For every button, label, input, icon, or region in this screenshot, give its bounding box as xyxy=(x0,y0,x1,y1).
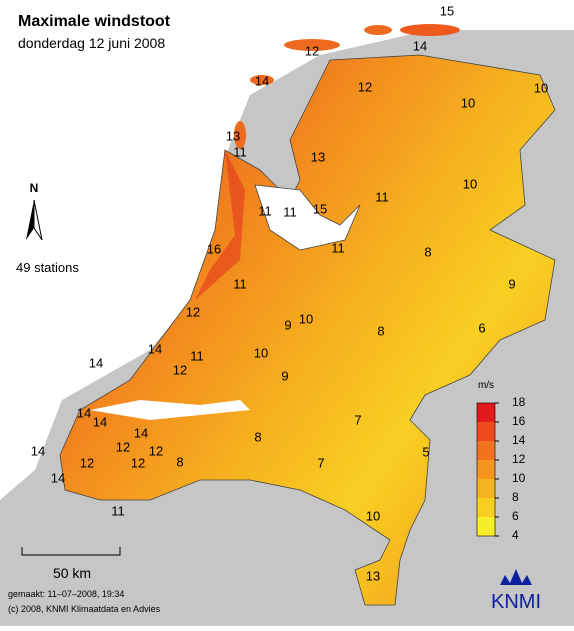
station-value: 11 xyxy=(283,204,297,219)
island xyxy=(364,25,392,35)
island xyxy=(234,121,246,149)
scale-label: 50 km xyxy=(53,565,91,581)
station-value: 12 xyxy=(186,304,200,319)
legend-tick-label: 10 xyxy=(512,471,526,485)
station-value: 8 xyxy=(377,323,384,338)
station-value: 11 xyxy=(258,203,272,218)
station-value: 11 xyxy=(190,348,204,363)
station-value: 10 xyxy=(366,508,380,523)
station-value: 12 xyxy=(131,455,145,470)
station-value: 12 xyxy=(358,79,372,94)
station-value: 9 xyxy=(284,317,291,332)
subtitle: donderdag 12 juni 2008 xyxy=(18,35,165,51)
station-value: 14 xyxy=(148,341,162,356)
station-value: 10 xyxy=(534,80,548,95)
legend-tick-label: 6 xyxy=(512,509,519,523)
legend-swatch xyxy=(477,403,495,422)
station-value: 14 xyxy=(77,405,91,420)
station-value: 5 xyxy=(422,444,429,459)
station-value: 10 xyxy=(299,311,313,326)
station-value: 11 xyxy=(375,189,389,204)
legend-swatch xyxy=(477,460,495,479)
station-value: 11 xyxy=(233,276,247,291)
coast-high xyxy=(195,150,245,300)
station-value: 13 xyxy=(311,149,325,164)
station-value: 6 xyxy=(478,320,485,335)
station-value: 14 xyxy=(93,414,107,429)
station-value: 12 xyxy=(173,362,187,377)
station-value: 14 xyxy=(134,425,148,440)
station-value: 12 xyxy=(305,43,319,58)
station-value: 7 xyxy=(317,455,324,470)
scale-bar xyxy=(21,547,121,556)
legend-unit: m/s xyxy=(478,380,494,391)
station-value: 9 xyxy=(281,368,288,383)
logo: KNMI xyxy=(491,591,541,613)
netherlands xyxy=(59,54,556,606)
station-value: 8 xyxy=(176,454,183,469)
legend-swatch xyxy=(477,517,495,536)
station-value: 10 xyxy=(254,345,268,360)
footer-copyright: (c) 2008, KNMI Klimaatdata en Advies xyxy=(8,604,161,614)
station-value: 10 xyxy=(463,176,477,191)
compass-label: N xyxy=(30,181,39,195)
legend-tick-label: 14 xyxy=(512,433,526,447)
station-value: 13 xyxy=(366,568,380,583)
station-value: 12 xyxy=(149,443,163,458)
station-value: 12 xyxy=(80,455,94,470)
station-value: 14 xyxy=(413,38,427,53)
title: Maximale windstoot xyxy=(18,13,171,30)
station-value: 11 xyxy=(111,503,125,518)
footer-made: gemaakt: 11–07–2008, 19:34 xyxy=(8,589,124,599)
estuary xyxy=(90,400,250,420)
compass-arrow xyxy=(33,199,43,241)
legend-swatch xyxy=(477,498,495,517)
legend-tick-label: 4 xyxy=(512,528,519,542)
station-value: 13 xyxy=(226,128,240,143)
logo-crown xyxy=(500,569,532,585)
station-count: 49 stations xyxy=(16,260,79,275)
station-value: 15 xyxy=(440,3,454,18)
sea xyxy=(0,0,574,500)
island xyxy=(284,39,340,51)
legend-swatch xyxy=(477,441,495,460)
legend-swatch xyxy=(477,422,495,441)
station-value: 14 xyxy=(31,443,45,458)
station-value: 14 xyxy=(255,73,269,88)
station-value: 7 xyxy=(354,412,361,427)
station-value: 11 xyxy=(331,240,345,255)
legend-tick-label: 12 xyxy=(512,452,526,466)
station-value: 8 xyxy=(424,244,431,259)
ijsselmeer xyxy=(254,184,361,251)
station-value: 10 xyxy=(461,95,475,110)
legend-tick-label: 8 xyxy=(512,490,519,504)
station-value: 11 xyxy=(233,144,247,159)
compass-arrow xyxy=(26,200,34,240)
island xyxy=(400,24,460,36)
station-value: 15 xyxy=(313,201,327,216)
station-value: 14 xyxy=(51,470,65,485)
legend-frame xyxy=(476,402,496,537)
station-value: 8 xyxy=(254,429,261,444)
island xyxy=(250,75,274,85)
station-value: 16 xyxy=(207,241,221,256)
legend-tick-label: 16 xyxy=(512,414,526,428)
station-value: 14 xyxy=(89,355,103,370)
station-value: 12 xyxy=(116,439,130,454)
legend-tick-label: 18 xyxy=(512,395,526,409)
station-value: 9 xyxy=(508,276,515,291)
legend-swatch xyxy=(477,479,495,498)
